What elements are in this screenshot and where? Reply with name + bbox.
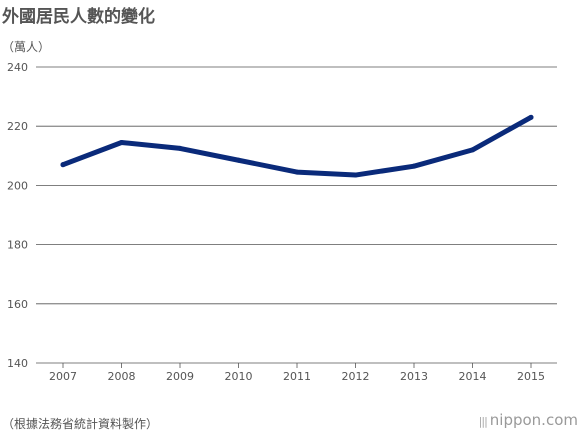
x-tick-label: 2007: [49, 370, 77, 383]
x-tick-label: 2009: [166, 370, 194, 383]
data-point: [353, 172, 358, 178]
data-point: [177, 145, 183, 151]
x-tick-label: 2011: [283, 370, 311, 383]
data-point: [236, 157, 241, 163]
x-tick-label: 2015: [517, 370, 545, 383]
brand-mark-icon: |||: [478, 415, 488, 428]
y-axis-unit-label: （萬人）: [2, 40, 51, 54]
x-tick-label: 2014: [459, 370, 487, 383]
x-tick-label: 2012: [342, 370, 370, 383]
gridlines: [36, 66, 557, 364]
x-axis-ticks: 2007 2008 2009 2010 2011 2012 2013 2014 2015: [49, 363, 545, 383]
y-tick-label: 160: [7, 298, 28, 311]
data-point: [528, 114, 534, 120]
brand-text: nippon.com: [489, 411, 578, 429]
source-note: （根據法務省統計資料製作）: [2, 417, 159, 431]
y-tick-label: 220: [7, 120, 28, 133]
x-tick-label: 2008: [108, 370, 136, 383]
data-point: [294, 169, 300, 175]
y-tick-label: 140: [7, 357, 28, 370]
x-tick-label: 2013: [400, 370, 428, 383]
x-tick-label: 2010: [225, 370, 253, 383]
y-axis-ticks: 140 160 180 200 220 240: [7, 61, 28, 370]
brand-logo: ||| nippon.com: [479, 411, 578, 429]
y-tick-label: 200: [7, 179, 28, 192]
chart-title: 外國居民人數的變化: [2, 7, 155, 27]
data-point: [470, 147, 475, 153]
data-point: [60, 162, 66, 168]
series-layer: [60, 114, 534, 178]
data-point: [119, 139, 124, 145]
y-tick-label: 240: [7, 61, 28, 74]
y-tick-label: 180: [7, 239, 28, 252]
data-point: [411, 163, 417, 169]
